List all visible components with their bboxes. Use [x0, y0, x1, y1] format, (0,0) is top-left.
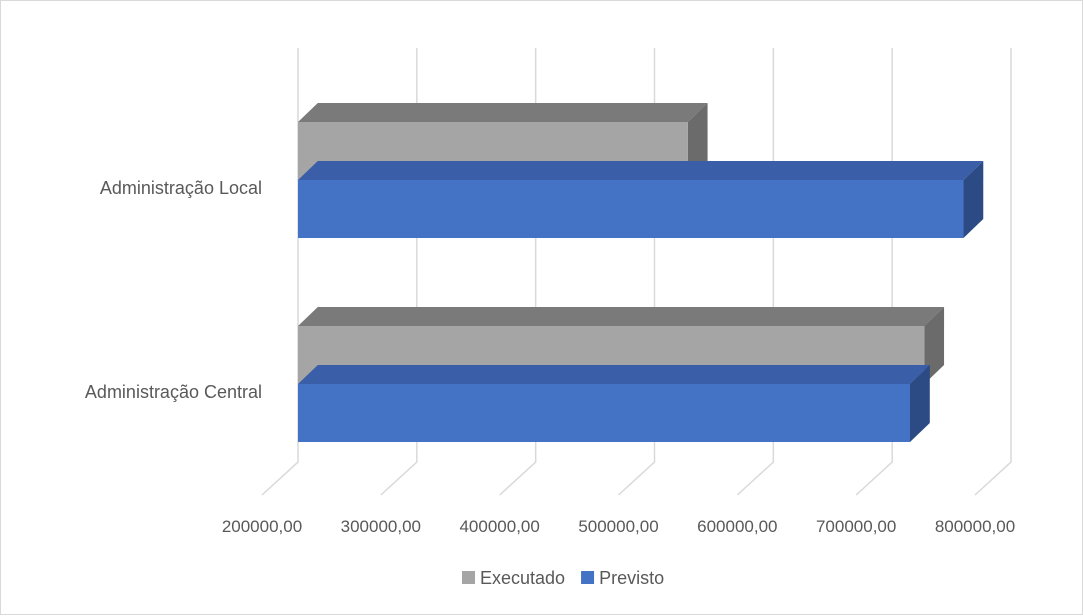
legend-item-previsto: Previsto: [581, 568, 664, 588]
bar-top-face: [298, 161, 984, 180]
x-tick-label: 300000,00: [341, 517, 421, 536]
x-tick-label: 700000,00: [816, 517, 896, 536]
bar-previsto-administracao-local: [298, 161, 984, 238]
x-tick-label: 600000,00: [697, 517, 777, 536]
category-label-administracao-central: Administração Central: [85, 382, 262, 402]
legend-label: Previsto: [599, 568, 664, 588]
legend-item-executado: Executado: [462, 568, 565, 588]
legend: Executado Previsto: [462, 568, 664, 588]
x-tick-label: 800000,00: [935, 517, 1015, 536]
bar-previsto-administracao-central: [298, 365, 930, 442]
x-tick-label: 500000,00: [578, 517, 658, 536]
bar-side-face: [963, 161, 984, 238]
bar-side-face: [909, 365, 930, 442]
bar-front-face: [298, 180, 964, 238]
x-tick-label: 400000,00: [459, 517, 539, 536]
axis-labels: 200000,00 300000,00 400000,00 500000,00 6000…: [85, 178, 1015, 536]
category-label-administracao-local: Administração Local: [100, 178, 262, 198]
bar-top-face: [298, 103, 708, 122]
bar-side-face: [924, 307, 945, 384]
bar-top-face: [298, 307, 945, 326]
gridline-6: [974, 48, 1012, 496]
legend-label: Executado: [480, 568, 565, 588]
gridline-0: [261, 48, 299, 496]
legend-swatch: [462, 571, 475, 584]
bar-top-face: [298, 365, 930, 384]
legend-swatch: [581, 571, 595, 584]
x-tick-label: 200000,00: [222, 517, 302, 536]
bar-front-face: [298, 384, 910, 442]
bars: [298, 103, 984, 442]
bar-side-face: [687, 103, 708, 180]
gridlines: [261, 48, 1012, 496]
